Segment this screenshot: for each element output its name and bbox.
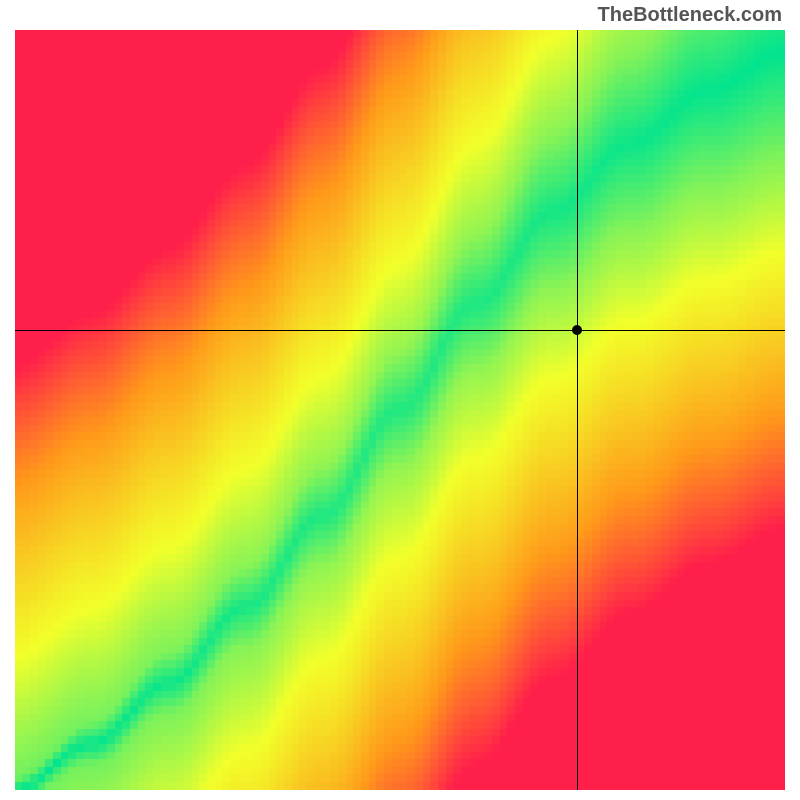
crosshair-vertical xyxy=(577,30,578,790)
heatmap-canvas xyxy=(15,30,785,790)
watermark-text: TheBottleneck.com xyxy=(598,4,782,27)
bottleneck-heatmap xyxy=(15,30,785,790)
selection-marker xyxy=(572,325,582,335)
crosshair-horizontal xyxy=(15,330,785,331)
